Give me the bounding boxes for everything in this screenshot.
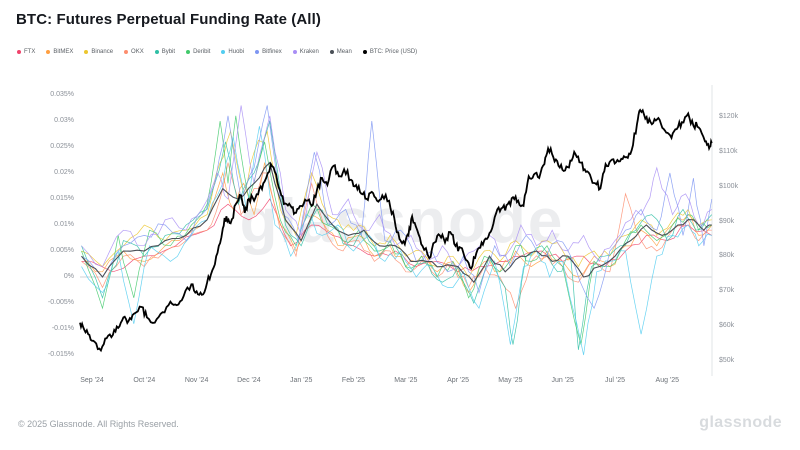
legend-label: Bybit [161, 49, 176, 55]
y-left-tick: 0.035% [50, 91, 74, 98]
legend-label: FTX [24, 49, 36, 55]
legend-item-kraken[interactable]: Kraken [292, 49, 319, 55]
legend-item-bitfinex[interactable]: Bitfinex [255, 49, 282, 55]
x-tick: Jan '25 [290, 377, 313, 384]
legend: FTX BitMEX Binance OKX Bybit Deribit Huobi Bitf… [17, 49, 417, 55]
bitfinex-legend-dot-icon [255, 50, 260, 54]
mean-legend-dot-icon [329, 50, 334, 54]
legend-item-okx[interactable]: OKX [124, 49, 144, 55]
y-left-tick: 0.03% [54, 117, 74, 124]
legend-item-binance[interactable]: Binance [84, 49, 113, 55]
x-tick: Dec '24 [237, 377, 261, 384]
deribit-legend-dot-icon [186, 50, 191, 54]
page-title: BTC: Futures Perpetual Funding Rate (All… [16, 11, 321, 28]
x-tick: May '25 [498, 377, 523, 384]
y-left-tick: 0% [63, 273, 74, 280]
y-right-tick: $110k [719, 147, 738, 155]
legend-label: Kraken [299, 49, 319, 55]
legend-label: Mean [336, 49, 352, 55]
y-right-tick: $100k [719, 182, 739, 190]
x-tick: Aug '25 [655, 377, 680, 384]
y-right-tick: $120k [719, 113, 739, 120]
y-right-tick: $50k [719, 357, 735, 364]
series-line-btc-price [79, 108, 713, 353]
y-right-tick: $90k [719, 217, 735, 225]
series-line-kraken [81, 105, 712, 268]
x-tick: Feb '25 [341, 377, 366, 384]
binance-legend-dot-icon [84, 50, 89, 54]
legend-item-bybit[interactable]: Bybit [154, 49, 176, 55]
y-right-tick: $60k [719, 322, 735, 330]
y-left-tick: 0.025% [50, 143, 74, 150]
series-line-deribit [81, 115, 712, 345]
y-left-tick: 0.01% [54, 221, 74, 228]
legend-item-btc-price[interactable]: BTC: Price (USD) [362, 49, 418, 55]
bitmex-legend-dot-icon [46, 50, 51, 54]
legend-label: Huobi [228, 49, 245, 55]
y-left-tick: 0.02% [54, 169, 74, 176]
x-tick: Jun '25 [551, 377, 574, 384]
y-right-tick: $80k [719, 252, 735, 260]
legend-label: OKX [131, 49, 144, 55]
ftx-legend-dot-icon [17, 50, 21, 54]
legend-label: Deribit [193, 49, 211, 55]
legend-label: Bitfinex [262, 49, 282, 55]
legend-item-ftx[interactable]: FTX [17, 49, 35, 55]
legend-label: BitMEX [53, 49, 74, 55]
legend-item-huobi[interactable]: Huobi [221, 49, 244, 55]
okx-legend-dot-icon [124, 50, 129, 54]
legend-label: BTC: Price (USD) [369, 49, 418, 55]
series-line-huobi [81, 126, 712, 356]
y-left-tick: 0.015% [50, 195, 74, 202]
btc-price-legend-dot-icon [362, 50, 367, 54]
y-left-tick: -0.01% [51, 325, 74, 332]
x-tick: Sep '24 [80, 377, 104, 384]
bybit-legend-dot-icon [154, 50, 159, 54]
y-left-tick: -0.015% [47, 351, 74, 358]
x-tick: Oct '24 [133, 377, 156, 384]
kraken-legend-dot-icon [292, 50, 297, 54]
series-line-mean [81, 161, 712, 284]
series-line-bitfinex [81, 105, 713, 309]
glassnode-logo[interactable]: glassnode [699, 414, 782, 431]
x-tick: Apr '25 [447, 377, 470, 384]
legend-item-mean[interactable]: Mean [329, 49, 352, 55]
huobi-legend-dot-icon [221, 50, 226, 54]
x-tick: Mar '25 [394, 377, 418, 384]
y-left-tick: 0.005% [50, 247, 74, 254]
copyright-text: © 2025 Glassnode. All Rights Reserved. [18, 419, 179, 429]
y-left-tick: -0.005% [47, 299, 74, 306]
legend-item-deribit[interactable]: Deribit [186, 49, 210, 55]
x-tick: Nov '24 [184, 377, 209, 384]
x-tick: Jul '25 [604, 377, 625, 384]
legend-item-bitmex[interactable]: BitMEX [46, 49, 73, 55]
legend-label: Binance [91, 49, 114, 55]
y-right-tick: $70k [719, 287, 735, 295]
